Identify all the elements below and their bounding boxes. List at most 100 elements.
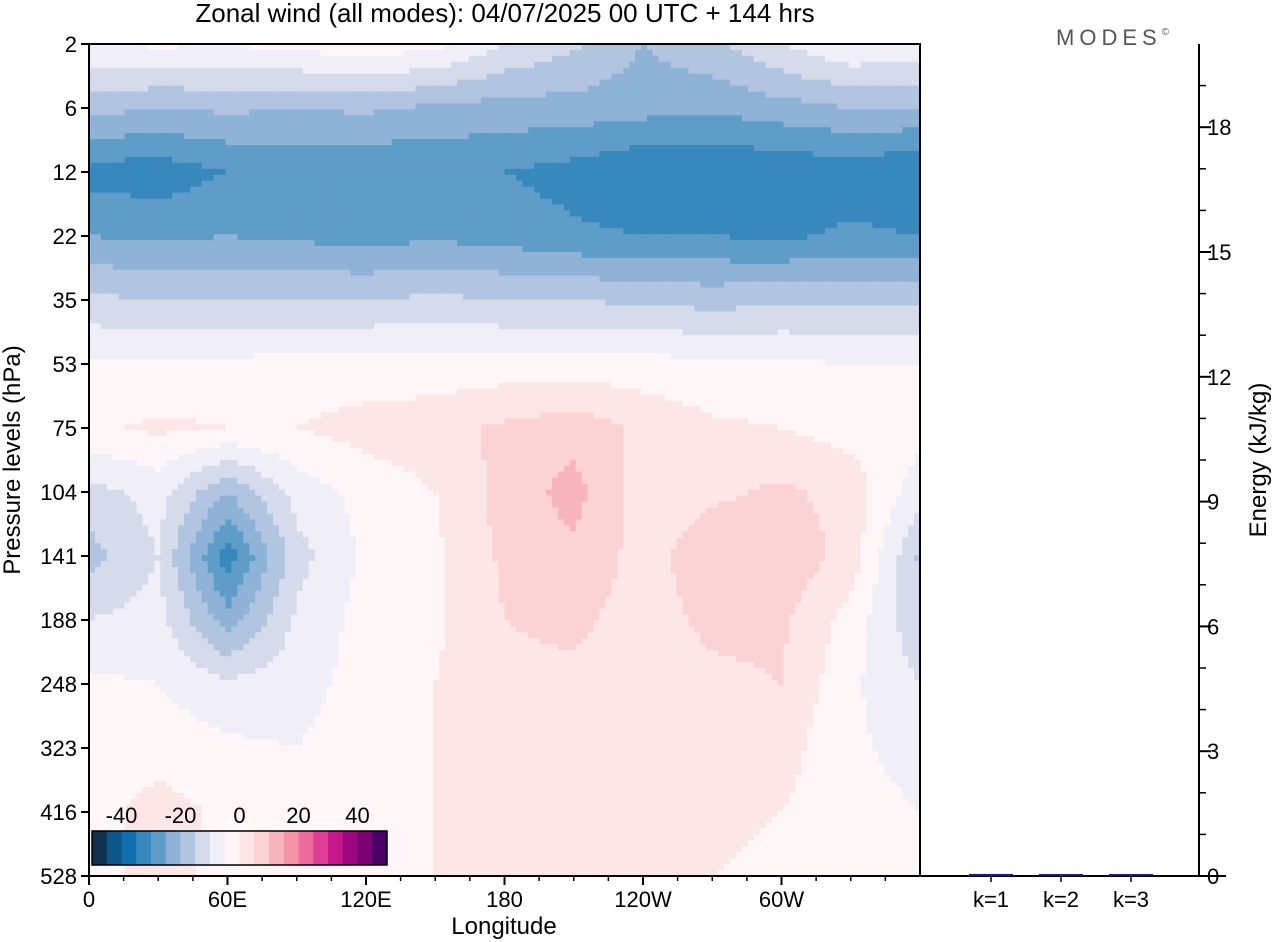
heatmap-cell: [557, 156, 565, 164]
heatmap-cell: [510, 139, 517, 146]
heatmap-cell: [160, 204, 167, 211]
heatmap-cell: [201, 228, 209, 235]
heatmap-cell: [462, 234, 470, 241]
heatmap-cell: [528, 222, 535, 229]
heatmap-cell: [878, 246, 885, 253]
heatmap-cell: [468, 139, 476, 146]
heatmap-cell: [284, 204, 292, 211]
heatmap-cell: [189, 91, 197, 99]
heatmap-cell: [433, 127, 440, 134]
heatmap-cell: [753, 228, 761, 235]
heatmap-cell: [320, 139, 328, 146]
heatmap-cell: [178, 44, 185, 51]
heatmap-cell: [789, 79, 796, 87]
heatmap-cell: [373, 133, 381, 140]
heatmap-cell: [314, 127, 322, 134]
heatmap-cell: [427, 91, 434, 99]
heatmap-cell: [118, 44, 126, 51]
heatmap-cell: [100, 97, 108, 105]
heatmap-cell: [267, 67, 274, 75]
heatmap-cell: [724, 127, 731, 134]
heatmap-cell: [403, 162, 411, 170]
heatmap-cell: [445, 121, 452, 128]
heatmap-cell: [296, 222, 304, 229]
heatmap-cell: [89, 204, 96, 211]
heatmap-cell: [534, 186, 541, 194]
heatmap-cell: [445, 139, 452, 146]
heatmap-cell: [546, 133, 553, 140]
heatmap-cell: [700, 85, 707, 93]
heatmap-cell: [896, 61, 903, 69]
heatmap-cell: [724, 234, 731, 241]
heatmap-cell: [367, 240, 375, 247]
heatmap-cell: [112, 61, 120, 69]
heatmap-cell: [142, 180, 149, 188]
heatmap-cell: [551, 121, 559, 128]
heatmap-cell: [516, 246, 523, 253]
heatmap-cell: [771, 145, 779, 152]
heatmap-cell: [385, 192, 393, 200]
heatmap-cell: [830, 49, 838, 57]
heatmap-cell: [433, 61, 440, 69]
heatmap-cell: [273, 133, 280, 140]
heatmap-cell: [563, 67, 571, 75]
heatmap-cell: [219, 127, 227, 134]
heatmap-cell: [652, 252, 660, 259]
heatmap-cell: [546, 162, 553, 170]
heatmap-cell: [207, 145, 215, 152]
heatmap-cell: [385, 139, 393, 146]
heatmap-cell: [433, 133, 440, 140]
heatmap-cell: [379, 44, 387, 51]
heatmap-cell: [308, 186, 316, 194]
heatmap-cell: [379, 121, 387, 128]
heatmap-cell: [629, 109, 636, 116]
heatmap-cell: [902, 228, 909, 235]
heatmap-cell: [207, 127, 215, 134]
heatmap-cell: [658, 240, 666, 247]
heatmap-cell: [759, 174, 767, 182]
heatmap-cell: [142, 168, 149, 176]
heatmap-cell: [587, 228, 595, 235]
heatmap-cell: [617, 73, 624, 81]
heatmap-cell: [178, 228, 185, 235]
heatmap-cell: [344, 67, 351, 75]
heatmap-cell: [866, 91, 874, 99]
heatmap-cell: [249, 228, 256, 235]
heatmap-cell: [718, 156, 725, 164]
heatmap-cell: [308, 145, 316, 152]
heatmap-cell: [296, 252, 304, 259]
heatmap-cell: [635, 162, 642, 170]
heatmap-cell: [652, 49, 660, 57]
heatmap-cell: [652, 121, 660, 128]
heatmap-cell: [676, 127, 684, 134]
heatmap-cell: [492, 115, 500, 122]
heatmap-cell: [231, 210, 238, 217]
heatmap-cell: [819, 97, 826, 105]
heatmap-cell: [718, 121, 725, 128]
heatmap-cell: [308, 150, 316, 158]
heatmap-cell: [682, 192, 690, 200]
heatmap-cell: [154, 168, 161, 176]
heatmap-cell: [112, 115, 120, 122]
heatmap-cell: [427, 198, 434, 206]
heatmap-cell: [896, 192, 903, 200]
heatmap-cell: [415, 204, 422, 211]
heatmap-cell: [148, 186, 155, 194]
heatmap-cell: [534, 168, 541, 176]
heatmap-cell: [344, 133, 351, 140]
heatmap-cell: [462, 103, 470, 110]
heatmap-cell: [641, 234, 648, 241]
heatmap-cell: [433, 55, 440, 63]
heatmap-cell: [759, 228, 767, 235]
heatmap-cell: [189, 133, 197, 140]
heatmap-cell: [765, 61, 773, 69]
heatmap-cell: [207, 204, 215, 211]
heatmap-cell: [611, 139, 618, 146]
heatmap-cell: [498, 115, 506, 122]
heatmap-cell: [468, 73, 476, 81]
heatmap-cell: [551, 192, 559, 200]
heatmap-cell: [783, 246, 791, 253]
heatmap-cell: [581, 246, 589, 253]
heatmap-cell: [207, 168, 215, 176]
heatmap-cell: [593, 222, 601, 229]
